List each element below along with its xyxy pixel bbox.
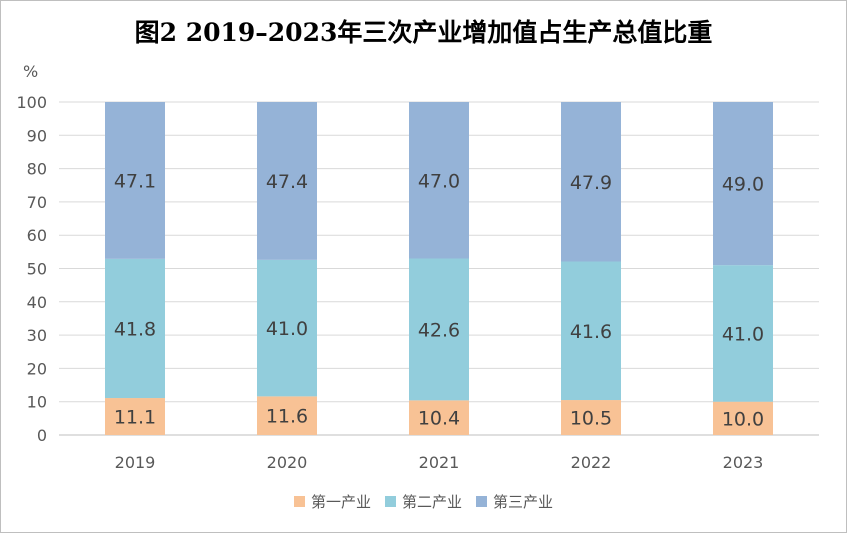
x-tick-label: 2022 (571, 453, 612, 472)
legend-label: 第三产业 (493, 493, 554, 511)
y-tick-label: 30 (27, 326, 47, 345)
legend-item: 第一产业 (293, 491, 371, 512)
chart-title: 图2 2019–2023年三次产业增加值占生产总值比重 (134, 18, 713, 47)
bar-segment (105, 258, 165, 399)
y-tick-label: 0 (37, 426, 47, 445)
legend-item: 第三产业 (476, 491, 553, 512)
y-tick-label: 70 (27, 193, 47, 212)
data-label: 10.0 (722, 408, 764, 430)
bar-segment (257, 102, 317, 260)
legend-label: 第一产业 (310, 493, 371, 511)
legend-swatch (293, 496, 305, 507)
legend-swatch (384, 496, 396, 507)
data-label: 49.0 (722, 174, 764, 196)
data-label: 47.9 (570, 172, 612, 194)
y-tick-label: 50 (27, 260, 47, 279)
bar-segment (409, 102, 469, 259)
data-label: 41.0 (722, 323, 764, 345)
y-tick-label: 90 (27, 126, 47, 145)
y-tick-label: 40 (27, 293, 47, 312)
y-tick-label: 80 (27, 160, 47, 179)
data-label: 10.4 (418, 408, 460, 430)
y-tick-label: 10 (27, 393, 47, 412)
data-label: 11.1 (114, 407, 156, 429)
bar-segment (409, 258, 469, 401)
bar-segment (561, 400, 621, 435)
bar-segment (409, 400, 469, 435)
bar-segment (105, 398, 165, 435)
y-tick-label: 60 (27, 226, 47, 245)
y-tick-label: 100 (16, 93, 47, 112)
data-label: 47.4 (266, 171, 308, 193)
bar-segment (561, 261, 621, 401)
bar-segment (713, 401, 773, 435)
x-tick-label: 2021 (419, 453, 460, 472)
x-tick-label: 2019 (115, 453, 156, 472)
bar-segment (257, 396, 317, 435)
y-axis-unit-label: % (23, 62, 38, 81)
bar-segment (713, 265, 773, 402)
bar-segment (105, 102, 165, 259)
data-label: 42.6 (418, 319, 460, 341)
x-tick-label: 2023 (723, 453, 764, 472)
x-tick-label: 2020 (267, 453, 308, 472)
legend-item: 第二产业 (384, 491, 462, 512)
bar-segment (713, 102, 773, 266)
y-tick-label: 20 (27, 359, 47, 378)
legend-label: 第二产业 (401, 493, 462, 511)
data-label: 10.5 (570, 408, 612, 430)
legend-swatch (476, 496, 487, 507)
bar-segment (257, 259, 317, 397)
data-label: 47.0 (418, 170, 460, 192)
legend: 第一产业 第二产业 第三产业 (1, 491, 846, 512)
data-label: 41.0 (266, 318, 308, 340)
data-label: 41.6 (570, 321, 612, 343)
bar-segment (561, 102, 621, 262)
data-label: 47.1 (114, 170, 156, 192)
data-label: 41.8 (114, 318, 156, 340)
data-label: 11.6 (266, 406, 308, 428)
